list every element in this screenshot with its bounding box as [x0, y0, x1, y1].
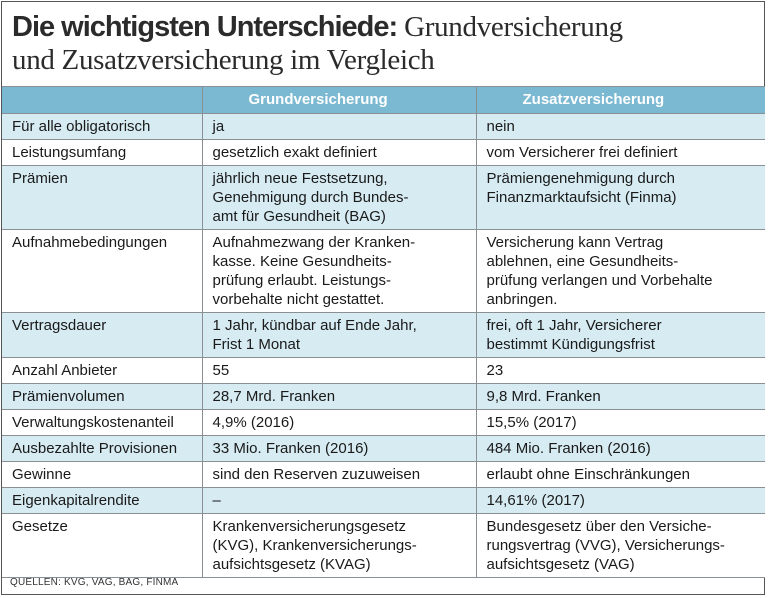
row-label-cell: Eigenkapitalrendite	[2, 487, 202, 514]
row-label-cell: Gesetze	[2, 513, 202, 578]
title-rest: Grundversicherung	[397, 11, 623, 43]
zusatzversicherung-cell: vom Versicherer frei definiert	[475, 139, 765, 166]
row-label-cell: Leistungsumfang	[2, 139, 202, 166]
table-row: Anzahl Anbieter 55 23	[2, 357, 765, 384]
comparison-table: Grundversicherung Zusatzversicherung Für…	[2, 86, 765, 578]
grundversicherung-cell: Krankenversicherungsgesetz (KVG), Kranke…	[201, 513, 476, 578]
grundversicherung-cell: 28,7 Mrd. Franken	[201, 383, 476, 410]
grundversicherung-cell: sind den Reserven zuzuweisen	[201, 461, 476, 488]
source-note: QUELLEN: KVG, VAG, BAG, FINMA	[10, 577, 179, 588]
zusatzversicherung-cell: 484 Mio. Franken (2016)	[475, 435, 765, 462]
row-label-cell: Aufnahmebedingungen	[2, 229, 202, 313]
row-label-cell: Für alle obligatorisch	[2, 113, 202, 140]
table-row: Eigenkapitalrendite –14,61% (2017)	[2, 487, 765, 514]
header-cell-grundversicherung: Grundversicherung	[201, 86, 476, 114]
grundversicherung-cell: Aufnahmezwang der Kranken- kasse. Keine …	[201, 229, 476, 313]
header-cell-criterion	[2, 86, 202, 114]
table-row: Vertragsdauer 1 Jahr, kündbar auf Ende Ja…	[2, 312, 765, 358]
title-line-2: und Zusatzversicherung im Vergleich	[12, 44, 435, 76]
table-row: Verwaltungskostenanteil 4,9% (2016) 15,5% …	[2, 409, 765, 436]
table-row: Ausbezahlte Provisionen 33 Mio. Franken (…	[2, 435, 765, 462]
row-label-cell: Prämienvolumen	[2, 383, 202, 410]
page-title: Die wichtigsten Unterschiede: Grundversi…	[12, 11, 762, 77]
grundversicherung-cell: 1 Jahr, kündbar auf Ende Jahr, Frist 1 M…	[201, 312, 476, 358]
table-row: Prämien jährlich neue Festsetzung, Genehm…	[2, 165, 765, 230]
grundversicherung-cell: –	[201, 487, 476, 514]
zusatzversicherung-cell: Versicherung kann Vertrag ablehnen, eine…	[475, 229, 765, 313]
zusatzversicherung-cell: Bundesgesetz über den Versiche- rungsver…	[475, 513, 765, 578]
table-row: Leistungsumfang gesetzlich exakt definier…	[2, 139, 765, 166]
table-row: Gesetze Krankenversicherungsgesetz (KVG),…	[2, 513, 765, 578]
zusatzversicherung-cell: 23	[475, 357, 765, 384]
table-row: Für alle obligatorisch ja nein	[2, 113, 765, 140]
zusatzversicherung-cell: erlaubt ohne Einschränkungen	[475, 461, 765, 488]
zusatzversicherung-cell: Prämiengenehmigung durch Finanzmarktaufs…	[475, 165, 765, 230]
row-label-cell: Ausbezahlte Provisionen	[2, 435, 202, 462]
zusatzversicherung-cell: frei, oft 1 Jahr, Versicherer bestimmt K…	[475, 312, 765, 358]
grundversicherung-cell: ja	[201, 113, 476, 140]
grundversicherung-cell: 33 Mio. Franken (2016)	[201, 435, 476, 462]
title-line-1: Die wichtigsten Unterschiede: Grundversi…	[12, 11, 762, 44]
header-cell-zusatzversicherung: Zusatzversicherung	[475, 86, 765, 114]
title-bold: Die wichtigsten Unterschiede:	[12, 11, 398, 43]
row-label-cell: Verwaltungskostenanteil	[2, 409, 202, 436]
row-label-cell: Anzahl Anbieter	[2, 357, 202, 384]
table-body: Für alle obligatorisch ja nein Leistungsumf…	[2, 113, 765, 578]
zusatzversicherung-cell: 14,61% (2017)	[475, 487, 765, 514]
grundversicherung-cell: jährlich neue Festsetzung, Genehmigung d…	[201, 165, 476, 230]
row-label-cell: Prämien	[2, 165, 202, 230]
zusatzversicherung-cell: 9,8 Mrd. Franken	[475, 383, 765, 410]
table-row: Aufnahmebedingungen Aufnahmezwang der Kra…	[2, 229, 765, 313]
zusatzversicherung-cell: nein	[475, 113, 765, 140]
grundversicherung-cell: gesetzlich exakt definiert	[201, 139, 476, 166]
grundversicherung-cell: 4,9% (2016)	[201, 409, 476, 436]
table-row: Gewinne sind den Reserven zuzuweisen erlau…	[2, 461, 765, 488]
row-label-cell: Gewinne	[2, 461, 202, 488]
row-label-cell: Vertragsdauer	[2, 312, 202, 358]
zusatzversicherung-cell: 15,5% (2017)	[475, 409, 765, 436]
table-header-row: Grundversicherung Zusatzversicherung	[2, 86, 765, 114]
table-row: Prämienvolumen 28,7 Mrd. Franken 9,8 Mrd. …	[2, 383, 765, 410]
grundversicherung-cell: 55	[201, 357, 476, 384]
